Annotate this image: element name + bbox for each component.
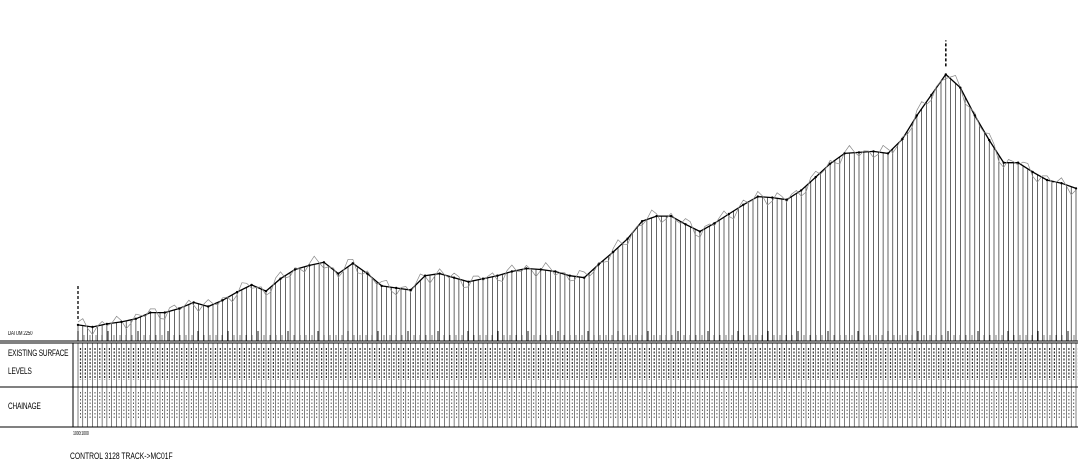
profile-vertex — [973, 114, 976, 117]
profile-vertex — [438, 272, 441, 275]
profile-vertex — [1060, 182, 1063, 185]
profile-vertex — [698, 230, 702, 233]
profile-vertex — [597, 263, 600, 266]
profile-vertex — [612, 250, 615, 254]
surveyed-surface-line — [77, 74, 1077, 336]
profile-vertex — [91, 325, 94, 329]
profile-vertex — [626, 237, 629, 240]
profile-vertex — [178, 307, 181, 310]
profile-vertex — [857, 151, 861, 154]
profile-vertex — [959, 86, 962, 89]
profile-vertex — [727, 212, 731, 216]
profile-vertex — [828, 162, 832, 165]
profile-vertex — [293, 268, 297, 271]
profile-vertex — [640, 220, 644, 223]
profile-vertex — [308, 264, 311, 267]
profile-vertex — [409, 288, 412, 292]
profile-vertex — [669, 214, 673, 218]
profile-vertex — [785, 198, 788, 201]
profile-vertex — [423, 274, 427, 277]
profile-vertex — [149, 311, 152, 314]
profile-vertex — [207, 305, 210, 308]
profile-vertex — [235, 290, 239, 294]
profile-vertex — [684, 223, 687, 226]
data-table-grid — [0, 340, 1078, 428]
profile-vertex — [583, 276, 586, 279]
ground-profile-line — [77, 73, 1077, 328]
profile-vertex — [1045, 178, 1049, 182]
profile-vertex — [872, 150, 875, 153]
profile-vertex — [756, 195, 759, 198]
profile-vertex — [76, 323, 80, 327]
profile-vertex — [713, 222, 716, 225]
profile-vertex — [322, 261, 326, 264]
profile-vertex — [988, 138, 991, 142]
profile-vertex — [944, 73, 947, 76]
profile-vertex — [1031, 170, 1034, 174]
table-value-marks — [77, 343, 1078, 427]
profile-vertex — [800, 189, 803, 192]
profile-vertex — [496, 274, 499, 277]
profile-vertex — [742, 203, 745, 206]
ordinate-lines — [77, 74, 1077, 341]
chainage-tick-marks — [77, 40, 1075, 341]
scale-note: 1000:1000 — [73, 431, 89, 437]
profile-vertex — [814, 175, 817, 179]
profile-vertex — [366, 272, 369, 275]
profile-vertex — [1016, 161, 1020, 164]
profile-vertex — [901, 137, 904, 141]
profile-vertex — [930, 93, 933, 97]
existing-levels-label-line1: EXISTING SURFACE — [8, 348, 69, 358]
profile-vertex — [250, 283, 253, 287]
profile-vertex — [337, 272, 340, 275]
profile-vertex — [279, 277, 282, 280]
profile-vertex — [525, 267, 528, 270]
profile-vertex — [481, 277, 485, 280]
profile-vertex — [655, 214, 658, 218]
profile-vertex — [105, 322, 109, 326]
profile-vertex — [915, 114, 919, 117]
profile-vertex — [351, 262, 354, 265]
profile-vertex — [120, 320, 123, 324]
profile-vertex — [452, 276, 456, 279]
profile-vertex — [1074, 187, 1078, 190]
profile-vertex — [192, 301, 195, 304]
profile-vertex — [264, 289, 268, 293]
profile-vertex — [539, 268, 542, 271]
profile-vertex — [163, 311, 166, 314]
profile-vertex — [467, 280, 470, 283]
profile-vertex — [380, 284, 383, 288]
datum-label: DATUM 2250 — [8, 331, 33, 337]
profile-vertex — [510, 270, 514, 273]
profile-vertex — [134, 317, 138, 320]
profile-vertex — [221, 299, 224, 302]
profile-vertex — [395, 286, 398, 290]
profile-vertex — [554, 270, 557, 273]
existing-ground-line — [76, 73, 1078, 336]
profile-vertex — [843, 152, 846, 155]
drawing-title: CONTROL 3128 TRACK->MC01F — [70, 451, 173, 461]
chainage-label: CHAINAGE — [8, 401, 41, 411]
profile-vertex — [568, 274, 571, 277]
profile-vertex — [1002, 161, 1005, 164]
profile-vertex — [771, 196, 774, 199]
profile-vertex — [886, 152, 890, 155]
existing-levels-label-line2: LEVELS — [8, 366, 32, 376]
